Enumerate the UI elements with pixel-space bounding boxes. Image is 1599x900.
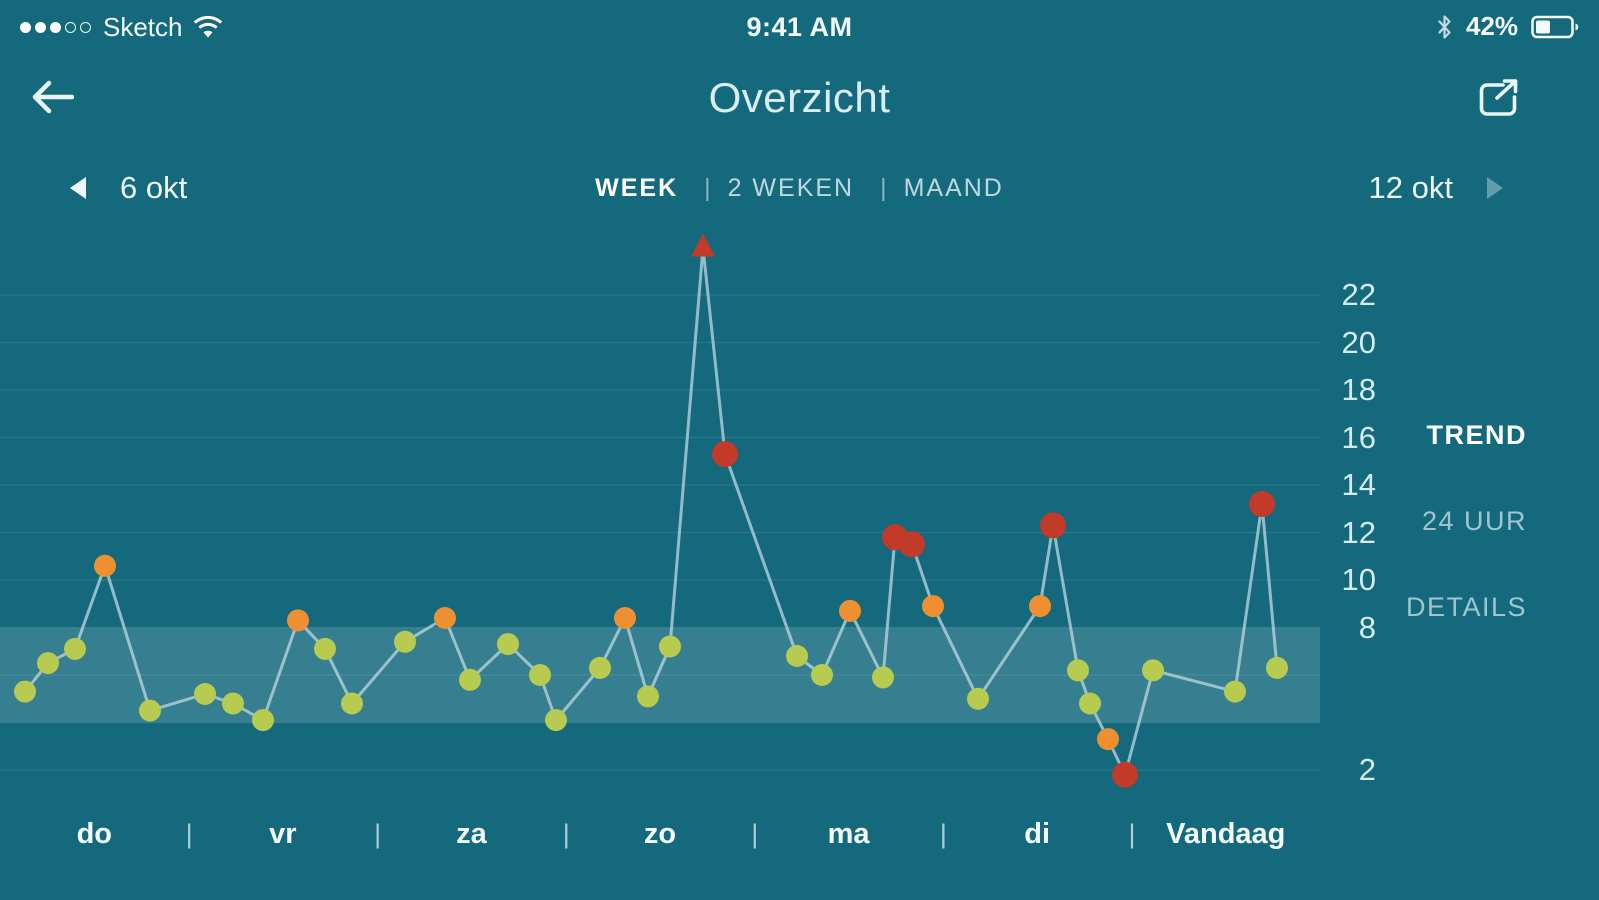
wifi-icon bbox=[193, 15, 222, 37]
data-point-green[interactable] bbox=[637, 685, 659, 708]
x-axis-label-zo: zo bbox=[566, 812, 758, 856]
data-point-green[interactable] bbox=[1142, 659, 1164, 682]
data-point-green[interactable] bbox=[786, 645, 808, 667]
prev-triangle-icon bbox=[70, 177, 86, 199]
data-point-green[interactable] bbox=[341, 692, 363, 715]
x-axis-label-do: do bbox=[0, 812, 193, 856]
data-point-green[interactable] bbox=[1266, 656, 1288, 679]
data-point-green[interactable] bbox=[497, 633, 519, 656]
share-icon bbox=[1479, 79, 1518, 116]
data-point-orange[interactable] bbox=[1029, 595, 1051, 618]
bluetooth-icon bbox=[1438, 14, 1451, 39]
y-tick-label: 20 bbox=[1341, 324, 1376, 360]
data-point-green[interactable] bbox=[314, 637, 336, 660]
x-axis-label-vandaag: Vandaag bbox=[1166, 818, 1286, 850]
menu-item-details[interactable]: DETAILS bbox=[1405, 592, 1527, 622]
data-point-green[interactable] bbox=[37, 652, 59, 675]
range-tabs: WEEK 2 WEKEN MAAND bbox=[0, 160, 1599, 216]
data-point-green[interactable] bbox=[14, 680, 36, 703]
data-point-orange[interactable] bbox=[94, 554, 116, 577]
data-point-red[interactable] bbox=[712, 441, 738, 468]
cell-signal-icon bbox=[20, 22, 91, 33]
data-point-green[interactable] bbox=[459, 668, 481, 691]
x-axis-label-vr: vr bbox=[189, 812, 381, 856]
status-right: 42% bbox=[1436, 11, 1581, 42]
data-point-green[interactable] bbox=[589, 656, 611, 679]
prev-period-button[interactable]: 6 okt bbox=[64, 160, 193, 216]
next-period-button[interactable]: 12 okt bbox=[1363, 160, 1509, 216]
next-triangle-icon bbox=[1487, 177, 1503, 199]
x-axis-label-di: di bbox=[943, 812, 1135, 856]
data-point-green[interactable] bbox=[811, 664, 833, 686]
tab-maand[interactable]: MAAND bbox=[863, 174, 1004, 202]
data-point-green[interactable] bbox=[252, 709, 274, 732]
status-bar: 9:41 AM Sketch 42% bbox=[0, 0, 1599, 54]
clock-label: 9:41 AM bbox=[746, 12, 853, 42]
battery-icon bbox=[1531, 15, 1579, 38]
y-axis: 22 20 18 16 14 12 10 8 2 bbox=[1328, 215, 1376, 805]
y-tick-label: 16 bbox=[1341, 419, 1376, 455]
data-point-orange[interactable] bbox=[614, 607, 636, 629]
menu-item-24-uur[interactable]: 24 UUR bbox=[1421, 506, 1527, 536]
y-tick-label: 14 bbox=[1341, 467, 1376, 502]
data-point-green[interactable] bbox=[659, 635, 681, 658]
period-controls: WEEK 2 WEKEN MAAND 6 okt 12 okt bbox=[0, 160, 1599, 216]
data-point-orange[interactable] bbox=[287, 609, 309, 632]
data-point-red[interactable] bbox=[1112, 761, 1138, 788]
x-axis-label-ma: ma bbox=[754, 812, 947, 856]
data-point-green[interactable] bbox=[394, 630, 416, 653]
data-point-green[interactable] bbox=[1079, 692, 1101, 715]
tab-2-weken[interactable]: 2 WEKEN bbox=[687, 174, 854, 202]
data-point-orange[interactable] bbox=[1097, 728, 1119, 751]
data-point-red[interactable] bbox=[1249, 491, 1275, 517]
prev-date-label: 6 okt bbox=[120, 170, 188, 205]
menu-item-trend[interactable]: TREND bbox=[1426, 420, 1527, 450]
y-tick-label: 18 bbox=[1341, 372, 1376, 407]
data-point-green[interactable] bbox=[139, 699, 161, 722]
y-tick-label: 12 bbox=[1341, 514, 1376, 550]
data-point-green[interactable] bbox=[222, 692, 244, 715]
view-menu: TREND 24 UUR DETAILS bbox=[1406, 418, 1527, 676]
share-button[interactable] bbox=[1473, 74, 1525, 127]
y-tick-label: 2 bbox=[1358, 752, 1376, 787]
battery-percent-label: 42% bbox=[1465, 11, 1518, 41]
y-tick-label: 8 bbox=[1358, 609, 1376, 645]
data-point-green[interactable] bbox=[872, 666, 894, 689]
back-button[interactable] bbox=[28, 76, 78, 121]
status-left: Sketch bbox=[20, 12, 223, 43]
y-tick-label: 10 bbox=[1341, 562, 1376, 597]
back-arrow-icon bbox=[32, 80, 75, 114]
data-point-red[interactable] bbox=[1040, 512, 1066, 539]
offscale-high-triangle-marker[interactable] bbox=[691, 233, 715, 257]
data-point-orange[interactable] bbox=[839, 599, 861, 622]
data-point-orange[interactable] bbox=[922, 595, 944, 618]
data-point-green[interactable] bbox=[545, 709, 567, 732]
next-date-label: 12 okt bbox=[1368, 170, 1453, 205]
data-point-green[interactable] bbox=[1067, 659, 1089, 682]
data-point-green[interactable] bbox=[529, 664, 551, 686]
y-tick-label: 22 bbox=[1341, 277, 1376, 312]
data-point-green[interactable] bbox=[64, 637, 86, 660]
tab-week[interactable]: WEEK bbox=[595, 174, 679, 202]
page-title: Overzicht bbox=[708, 74, 891, 121]
data-point-red[interactable] bbox=[899, 531, 925, 558]
x-axis: dovrzazomadi Vandaag bbox=[0, 812, 1320, 856]
data-point-green[interactable] bbox=[194, 683, 216, 705]
data-point-green[interactable] bbox=[967, 687, 989, 710]
x-axis-label-za: za bbox=[377, 812, 569, 856]
data-point-green[interactable] bbox=[1224, 680, 1246, 703]
data-point-orange[interactable] bbox=[434, 607, 456, 629]
carrier-label: Sketch bbox=[103, 12, 183, 42]
trend-chart[interactable] bbox=[0, 215, 1320, 805]
